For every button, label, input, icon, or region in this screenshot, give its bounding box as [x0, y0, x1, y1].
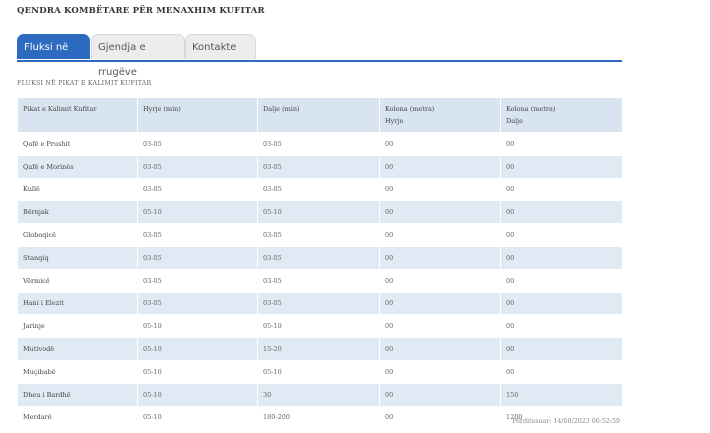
cell-crossing-point: Vërmicë	[17, 268, 138, 293]
cell-queue-exit: 00	[500, 132, 623, 156]
cell-exit-min: 05-10	[257, 200, 380, 225]
last-updated: Përditesuar: 14/08/2023 06:52:59	[512, 418, 620, 425]
cell-queue-exit: 00	[500, 337, 623, 361]
header-exit-min: Dalje (min)	[257, 97, 380, 133]
cell-entry-min: 05-10	[137, 337, 258, 361]
border-flux-table: Pikat e Kalimit Kufitar Hyrje (min) Dalj…	[17, 97, 623, 430]
table-row: Qafë e Prushit 03-05 03-05 00 00	[17, 132, 623, 156]
cell-entry-min: 05-10	[137, 314, 258, 339]
cell-crossing-point: Kullë	[17, 177, 138, 202]
cell-entry-min: 05-10	[137, 382, 258, 407]
table-row: Muçibabë 05-10 05-10 00 00	[17, 359, 623, 384]
cell-queue-entry: 00	[379, 245, 501, 270]
cell-queue-entry: 00	[379, 359, 501, 384]
cell-queue-entry: 00	[379, 382, 501, 407]
cell-crossing-point: Muçibabë	[17, 359, 138, 384]
cell-queue-exit: 00	[500, 200, 623, 225]
cell-entry-min: 03-05	[137, 223, 258, 247]
tab-gjendja-e-rrugeve[interactable]: Gjendja e rrugëve	[91, 34, 185, 78]
cell-exit-min: 03-05	[257, 154, 380, 179]
cell-queue-exit: 00	[500, 177, 623, 202]
cell-entry-min: 03-05	[137, 132, 258, 156]
table-row: Jarinje 05-10 05-10 00 00	[17, 314, 623, 339]
cell-entry-min: 03-05	[137, 291, 258, 316]
cell-crossing-point: Globoqicë	[17, 223, 138, 247]
cell-exit-min: 03-05	[257, 268, 380, 293]
cell-queue-entry: 00	[379, 200, 501, 225]
cell-crossing-point: Mutivodë	[17, 337, 138, 361]
tab-bar: Fluksi në kufi Gjendja e rrugëve Kontakt…	[17, 34, 622, 78]
cell-exit-min: 05-10	[257, 314, 380, 339]
section-title: FLUKSI NË PIKAT E KALIMIT KUFITAR	[17, 80, 152, 87]
cell-queue-exit: 00	[500, 223, 623, 247]
header-queue-entry: Kolona (metra) Hyrje	[379, 97, 501, 133]
table-row: Stanqiq 03-05 03-05 00 00	[17, 245, 623, 270]
cell-queue-entry: 00	[379, 291, 501, 316]
cell-crossing-point: Qafë e Prushit	[17, 132, 138, 156]
cell-exit-min: 05-10	[257, 359, 380, 384]
cell-queue-entry: 00	[379, 314, 501, 339]
page-title: QENDRA KOMBËTARE PËR MENAXHIM KUFITAR	[17, 6, 265, 16]
table-row: Hani i Elezit 03-05 03-05 00 00	[17, 291, 623, 316]
cell-queue-exit: 00	[500, 291, 623, 316]
table-row: Mutivodë 05-10 15-20 00 00	[17, 337, 623, 361]
table-row: Globoqicë 03-05 03-05 00 00	[17, 223, 623, 247]
cell-entry-min: 03-05	[137, 154, 258, 179]
table-header-row: Pikat e Kalimit Kufitar Hyrje (min) Dalj…	[17, 97, 623, 133]
cell-entry-min: 03-05	[137, 245, 258, 270]
table-row: Dheu i Bardhë 05-10 30 00 150	[17, 382, 623, 407]
cell-queue-entry: 00	[379, 132, 501, 156]
cell-entry-min: 05-10	[137, 405, 258, 430]
cell-exit-min: 15-20	[257, 337, 380, 361]
cell-crossing-point: Hani i Elezit	[17, 291, 138, 316]
cell-crossing-point: Bërnjak	[17, 200, 138, 225]
cell-queue-exit: 00	[500, 245, 623, 270]
cell-entry-min: 05-10	[137, 200, 258, 225]
cell-exit-min: 03-05	[257, 223, 380, 247]
table-row: Kullë 03-05 03-05 00 00	[17, 177, 623, 202]
cell-queue-entry: 00	[379, 177, 501, 202]
table-row: Bërnjak 05-10 05-10 00 00	[17, 200, 623, 225]
cell-queue-entry: 00	[379, 405, 501, 430]
cell-queue-exit: 00	[500, 359, 623, 384]
tab-kontakte[interactable]: Kontakte	[185, 34, 256, 59]
cell-entry-min: 05-10	[137, 359, 258, 384]
tab-fluksi-ne-kufi[interactable]: Fluksi në kufi	[17, 34, 90, 78]
cell-exit-min: 30	[257, 382, 380, 407]
cell-queue-exit: 1200	[500, 405, 623, 430]
header-queue-exit: Kolona (metra) Dalje	[500, 97, 623, 133]
cell-crossing-point: Jarinje	[17, 314, 138, 339]
cell-crossing-point: Merdarë	[17, 405, 138, 430]
cell-exit-min: 03-05	[257, 245, 380, 270]
table-row: Merdarë 05-10 180-200 00 1200	[17, 405, 623, 430]
cell-queue-exit: 00	[500, 314, 623, 339]
cell-queue-exit: 00	[500, 268, 623, 293]
cell-queue-exit: 150	[500, 382, 623, 407]
cell-queue-entry: 00	[379, 337, 501, 361]
cell-entry-min: 03-05	[137, 177, 258, 202]
cell-queue-entry: 00	[379, 223, 501, 247]
cell-entry-min: 03-05	[137, 268, 258, 293]
cell-crossing-point: Stanqiq	[17, 245, 138, 270]
cell-exit-min: 180-200	[257, 405, 380, 430]
header-crossing-point: Pikat e Kalimit Kufitar	[17, 97, 138, 133]
cell-queue-entry: 00	[379, 268, 501, 293]
cell-crossing-point: Qafë e Morinës	[17, 154, 138, 179]
cell-exit-min: 03-05	[257, 132, 380, 156]
cell-crossing-point: Dheu i Bardhë	[17, 382, 138, 407]
table-row: Qafë e Morinës 03-05 03-05 00 00	[17, 154, 623, 179]
cell-queue-entry: 00	[379, 154, 501, 179]
cell-exit-min: 03-05	[257, 177, 380, 202]
cell-queue-exit: 00	[500, 154, 623, 179]
header-entry-min: Hyrje (min)	[137, 97, 258, 133]
cell-exit-min: 03-05	[257, 291, 380, 316]
table-row: Vërmicë 03-05 03-05 00 00	[17, 268, 623, 293]
